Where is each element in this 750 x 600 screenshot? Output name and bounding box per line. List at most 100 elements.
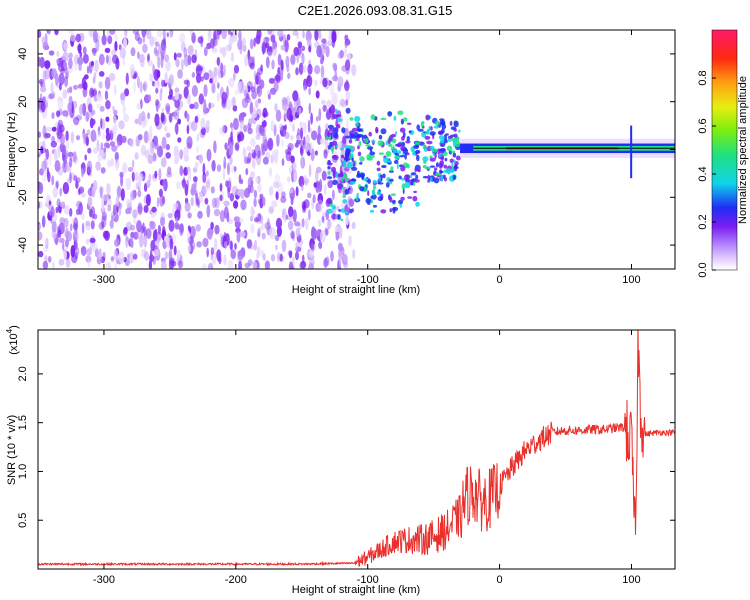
spectrogram-cell bbox=[151, 206, 157, 213]
spectrogram-cell bbox=[438, 162, 443, 169]
spectrogram-cell bbox=[56, 147, 60, 153]
x-tick-label: -200 bbox=[225, 274, 247, 286]
spectrogram-cell bbox=[306, 39, 311, 47]
spectrogram-cell bbox=[240, 178, 244, 185]
spectrogram-cell bbox=[237, 250, 244, 260]
spectrogram-cell bbox=[75, 33, 81, 43]
spectrogram-cell bbox=[308, 87, 311, 96]
spectrogram-cell bbox=[93, 147, 98, 154]
spectrogram-cell bbox=[416, 154, 420, 162]
spectrogram-cell bbox=[343, 253, 348, 263]
snr-y-ticks: 0.5 1.0 1.5 2.0 bbox=[17, 366, 675, 528]
spectrogram-cell bbox=[208, 262, 214, 269]
spectrogram-cell bbox=[187, 225, 191, 231]
spectrogram-cell bbox=[342, 135, 347, 144]
spectrogram-cell bbox=[335, 30, 340, 36]
spectrogram-cell bbox=[337, 183, 343, 190]
spectrogram-cell bbox=[184, 201, 191, 213]
spectrogram-cell bbox=[62, 110, 69, 117]
spectrogram-cell bbox=[387, 139, 391, 145]
spectrogram-cell bbox=[175, 58, 180, 68]
spectrogram-cell bbox=[301, 183, 304, 192]
spectrogram-cell bbox=[415, 174, 419, 180]
spectrogram-cell bbox=[155, 87, 159, 94]
spectrogram-cell bbox=[334, 108, 338, 114]
spectrogram-cell bbox=[291, 123, 296, 132]
spectrogram-cell bbox=[256, 252, 259, 260]
spectrogram-cell bbox=[397, 110, 404, 116]
spectrogram-cell bbox=[288, 206, 294, 218]
spectrogram-cell bbox=[75, 180, 79, 189]
spectrogram-cell bbox=[404, 174, 410, 181]
spectrogram-cell bbox=[422, 144, 427, 150]
spectrogram-cell bbox=[331, 154, 337, 159]
spectrogram-cell bbox=[375, 129, 379, 134]
spectrogram-cell bbox=[113, 84, 117, 96]
spectrogram-cell bbox=[216, 82, 220, 89]
spectrogram-cell bbox=[369, 209, 375, 213]
spectrogram-cell bbox=[369, 148, 373, 153]
spectrogram-cell bbox=[46, 126, 53, 132]
spectrogram-cell bbox=[183, 86, 189, 99]
spectrogram-cell bbox=[219, 182, 223, 192]
spectrogram-cell bbox=[130, 47, 136, 57]
spectrogram-cell bbox=[84, 154, 87, 161]
spectrogram-cell bbox=[433, 125, 439, 129]
spectrogram-cell bbox=[99, 105, 105, 112]
spectrogram-cell bbox=[57, 122, 62, 136]
spectrogram-cell bbox=[327, 166, 331, 170]
spectrogram-cell bbox=[183, 146, 189, 159]
spectrogram-cell bbox=[295, 186, 299, 197]
svg-text:(x104): (x104) bbox=[5, 325, 20, 355]
spectrogram-cell bbox=[388, 143, 393, 148]
spectrogram-cell bbox=[129, 224, 136, 231]
spectrogram-cell bbox=[93, 72, 97, 79]
spectrogram-cell bbox=[250, 215, 253, 222]
spectrogram-cell bbox=[303, 199, 310, 209]
spectrogram-cell bbox=[253, 81, 257, 88]
spectrogram-cell bbox=[340, 208, 345, 214]
spectrogram-cell bbox=[127, 253, 130, 260]
spectrogram-cell bbox=[326, 162, 333, 166]
spectrogram-cell bbox=[116, 206, 119, 214]
spectrogram-cell bbox=[399, 127, 406, 133]
spectrogram-cell bbox=[318, 30, 322, 40]
spectrogram-cell bbox=[287, 176, 291, 183]
spectrogram-cell bbox=[253, 239, 258, 251]
spectrogram-cell bbox=[432, 153, 436, 156]
spectrogram-cell bbox=[312, 194, 316, 204]
spectrogram-cell bbox=[202, 185, 207, 196]
spectrogram-cell bbox=[253, 70, 256, 80]
spectrogram-cell bbox=[131, 159, 135, 168]
spectrogram-cell bbox=[327, 130, 330, 138]
spectrogram-cell bbox=[82, 53, 89, 64]
spectrogram-cell bbox=[43, 245, 49, 253]
spectrogram-cell bbox=[274, 174, 281, 184]
spectrogram-cell bbox=[105, 132, 111, 142]
spectrogram-cell bbox=[165, 143, 170, 151]
spectrogram-cell bbox=[212, 47, 218, 54]
spectrogram-cell bbox=[99, 186, 103, 199]
spectrogram-cell bbox=[262, 156, 269, 165]
spectrogram-cell bbox=[205, 119, 210, 128]
spectrogram-cell bbox=[203, 46, 208, 57]
spectrogram-cell bbox=[339, 98, 346, 107]
spectrogram-cell bbox=[143, 118, 148, 126]
spectrogram-cell bbox=[96, 103, 101, 109]
spectrogram-cell bbox=[162, 36, 166, 46]
spectrogram-cell bbox=[345, 214, 350, 226]
spectrogram-cell bbox=[213, 238, 218, 251]
spectrogram-cell bbox=[137, 190, 142, 198]
spectrogram-cell bbox=[308, 250, 314, 259]
spectrogram-cell bbox=[337, 259, 341, 269]
spectrogram-cell bbox=[85, 220, 90, 227]
spectrogram-cell bbox=[52, 186, 58, 198]
spectrogram-cell bbox=[189, 226, 196, 239]
spectrogram-cell bbox=[176, 149, 180, 162]
spectrogram-cell bbox=[187, 54, 192, 66]
spectrogram-cell bbox=[337, 52, 344, 59]
spectrogram-cell bbox=[262, 196, 266, 207]
spectrogram-cell bbox=[73, 116, 80, 126]
x-tick-label: 100 bbox=[622, 274, 640, 286]
